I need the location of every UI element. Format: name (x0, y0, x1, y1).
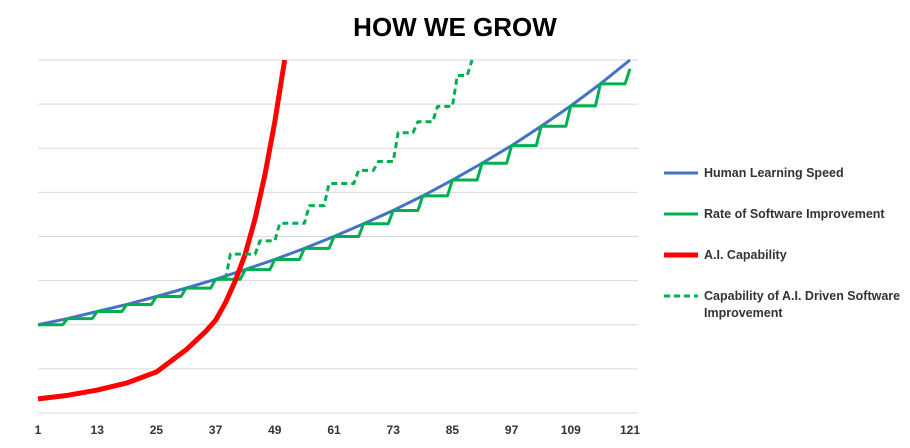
x-tick-label: 73 (387, 423, 401, 437)
x-tick-label: 109 (561, 423, 581, 437)
series-line (37, 59, 288, 402)
legend-item: Human Learning Speed (664, 165, 904, 206)
legend-label: Rate of Software Improvement (704, 207, 885, 221)
legend-label: A.I. Capability (704, 248, 787, 262)
legend-label: Human Learning Speed (704, 166, 844, 180)
series-line (38, 68, 632, 327)
x-tick-label: 13 (91, 423, 105, 437)
legend-item: Rate of Software Improvement (664, 206, 904, 247)
legend-item: A.I. Capability (664, 247, 904, 288)
legend: Human Learning Speed Rate of Software Imp… (664, 165, 904, 329)
chart-title: HOW WE GROW (353, 12, 557, 42)
x-tick-label: 1 (35, 423, 42, 437)
legend-swatch (664, 252, 698, 258)
x-tick-label: 25 (150, 423, 164, 437)
series-line (215, 59, 474, 281)
legend-item: Capability of A.I. Driven Software Impro… (664, 288, 904, 329)
legend-swatch (664, 212, 698, 216)
legend-label: Capability of A.I. Driven Software Impro… (704, 289, 901, 320)
x-tick-label: 85 (446, 423, 460, 437)
x-tick-label: 61 (327, 423, 341, 437)
x-tick-label: 37 (209, 423, 223, 437)
legend-swatch (664, 294, 698, 298)
x-tick-label: 121 (620, 423, 640, 437)
x-tick-label: 49 (268, 423, 282, 437)
legend-swatch (664, 171, 698, 175)
x-tick-label: 97 (505, 423, 519, 437)
